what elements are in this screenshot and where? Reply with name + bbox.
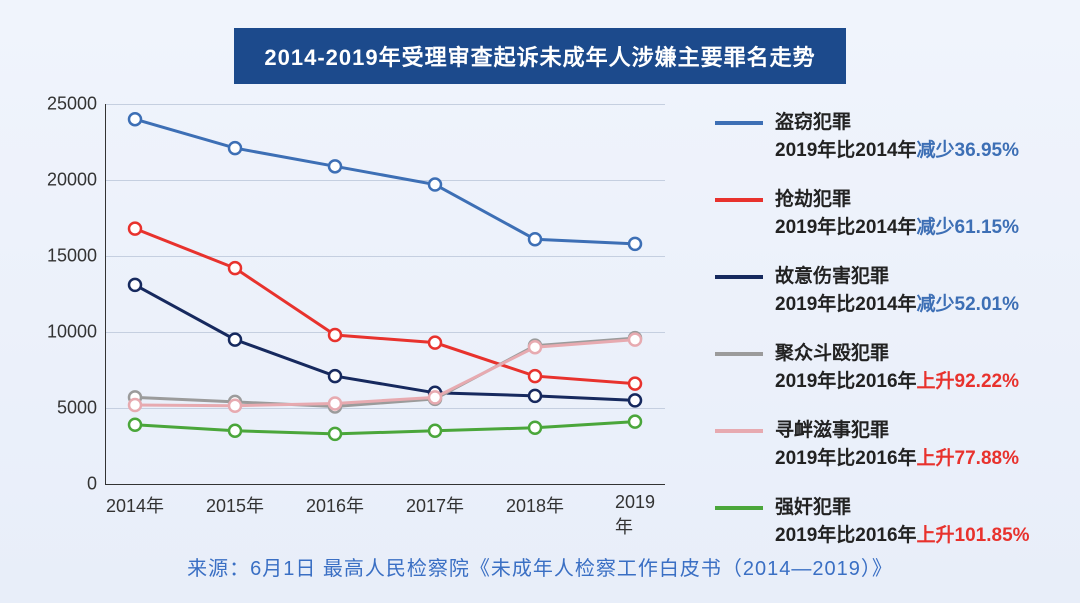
x-tick-label: 2016年 <box>306 492 364 518</box>
legend-series-name: 强奸犯罪 <box>775 494 1030 522</box>
legend-delta: 2019年比2016年上升77.88% <box>775 445 1019 473</box>
series-marker-provocation <box>629 334 641 346</box>
x-axis-line <box>105 484 665 485</box>
legend-delta-prefix: 2019年比2014年 <box>775 294 917 315</box>
plot-region: 0500010000150002000025000 2014年2015年2016… <box>45 104 685 524</box>
series-line-theft <box>135 119 635 244</box>
x-tick-label: 2015年 <box>206 492 264 518</box>
legend-delta-prefix: 2019年比2014年 <box>775 140 917 161</box>
y-axis: 0500010000150002000025000 <box>45 104 105 484</box>
legend-series-name: 故意伤害犯罪 <box>775 263 1019 291</box>
legend-delta: 2019年比2014年减少36.95% <box>775 137 1019 165</box>
legend-swatch <box>715 352 763 356</box>
x-tick-label: 2018年 <box>506 492 564 518</box>
series-marker-theft <box>629 238 641 250</box>
series-marker-provocation <box>329 397 341 409</box>
legend-item-robbery: 抢劫犯罪2019年比2014年减少61.15% <box>715 186 1050 241</box>
legend-delta-prefix: 2019年比2016年 <box>775 525 917 546</box>
source-citation: 来源：6月1日 最高人民检察院《未成年人检察工作白皮书（2014—2019）》 <box>30 552 1050 581</box>
series-marker-provocation <box>129 399 141 411</box>
legend-delta: 2019年比2016年上升92.22% <box>775 368 1019 396</box>
legend-series-name: 聚众斗殴犯罪 <box>775 340 1019 368</box>
legend-item-affray: 聚众斗殴犯罪2019年比2016年上升92.22% <box>715 340 1050 395</box>
legend-swatch <box>715 121 763 125</box>
series-marker-rape <box>229 425 241 437</box>
x-tick-label: 2014年 <box>106 492 164 518</box>
legend-text: 抢劫犯罪2019年比2014年减少61.15% <box>775 186 1019 241</box>
series-marker-assault <box>629 394 641 406</box>
chart-area: 0500010000150002000025000 2014年2015年2016… <box>30 104 1050 544</box>
series-marker-rape <box>329 428 341 440</box>
legend-text: 故意伤害犯罪2019年比2014年减少52.01% <box>775 263 1019 318</box>
series-marker-robbery <box>629 378 641 390</box>
series-marker-assault <box>229 334 241 346</box>
legend: 盗窃犯罪2019年比2014年减少36.95%抢劫犯罪2019年比2014年减少… <box>685 104 1050 544</box>
y-tick-label: 10000 <box>47 322 97 343</box>
series-marker-provocation <box>429 391 441 403</box>
chart-lines-svg <box>105 104 665 484</box>
series-marker-provocation <box>229 400 241 412</box>
series-marker-robbery <box>229 262 241 274</box>
legend-delta-value: 上升92.22% <box>917 371 1019 392</box>
series-marker-theft <box>529 233 541 245</box>
series-marker-rape <box>529 422 541 434</box>
legend-delta-prefix: 2019年比2016年 <box>775 371 917 392</box>
legend-delta-value: 减少36.95% <box>917 140 1019 161</box>
legend-delta: 2019年比2016年上升101.85% <box>775 522 1030 550</box>
x-tick-label: 2017年 <box>406 492 464 518</box>
series-marker-robbery <box>529 370 541 382</box>
series-marker-theft <box>329 160 341 172</box>
y-tick-label: 15000 <box>47 246 97 267</box>
legend-delta-prefix: 2019年比2014年 <box>775 217 917 238</box>
y-tick-label: 5000 <box>57 398 97 419</box>
legend-delta-value: 减少61.15% <box>917 217 1019 238</box>
x-axis: 2014年2015年2016年2017年2018年2019年 <box>105 486 665 516</box>
legend-delta-value: 减少52.01% <box>917 294 1019 315</box>
legend-series-name: 抢劫犯罪 <box>775 186 1019 214</box>
y-tick-label: 0 <box>87 474 97 495</box>
legend-delta-prefix: 2019年比2016年 <box>775 448 917 469</box>
y-tick-label: 20000 <box>47 170 97 191</box>
series-line-rape <box>135 422 635 434</box>
legend-swatch <box>715 275 763 279</box>
series-marker-theft <box>429 179 441 191</box>
series-marker-theft <box>229 142 241 154</box>
legend-series-name: 盗窃犯罪 <box>775 109 1019 137</box>
legend-text: 盗窃犯罪2019年比2014年减少36.95% <box>775 109 1019 164</box>
series-marker-robbery <box>129 223 141 235</box>
legend-item-assault: 故意伤害犯罪2019年比2014年减少52.01% <box>715 263 1050 318</box>
legend-text: 寻衅滋事犯罪2019年比2016年上升77.88% <box>775 417 1019 472</box>
series-marker-rape <box>429 425 441 437</box>
legend-item-provocation: 寻衅滋事犯罪2019年比2016年上升77.88% <box>715 417 1050 472</box>
legend-item-rape: 强奸犯罪2019年比2016年上升101.85% <box>715 494 1050 549</box>
y-tick-label: 25000 <box>47 94 97 115</box>
series-marker-assault <box>529 390 541 402</box>
chart-title: 2014-2019年受理审查起诉未成年人涉嫌主要罪名走势 <box>234 28 845 84</box>
x-tick-label: 2019年 <box>615 492 655 539</box>
series-marker-rape <box>129 419 141 431</box>
series-marker-assault <box>129 279 141 291</box>
legend-delta: 2019年比2014年减少52.01% <box>775 291 1019 319</box>
series-marker-assault <box>329 370 341 382</box>
legend-series-name: 寻衅滋事犯罪 <box>775 417 1019 445</box>
legend-delta-value: 上升101.85% <box>917 525 1030 546</box>
legend-swatch <box>715 198 763 202</box>
legend-text: 强奸犯罪2019年比2016年上升101.85% <box>775 494 1030 549</box>
legend-swatch <box>715 506 763 510</box>
legend-delta-value: 上升77.88% <box>917 448 1019 469</box>
legend-delta: 2019年比2014年减少61.15% <box>775 214 1019 242</box>
series-marker-robbery <box>429 337 441 349</box>
series-marker-provocation <box>529 341 541 353</box>
series-marker-rape <box>629 416 641 428</box>
series-marker-theft <box>129 113 141 125</box>
legend-text: 聚众斗殴犯罪2019年比2016年上升92.22% <box>775 340 1019 395</box>
series-line-robbery <box>135 229 635 384</box>
legend-swatch <box>715 429 763 433</box>
series-marker-robbery <box>329 329 341 341</box>
legend-item-theft: 盗窃犯罪2019年比2014年减少36.95% <box>715 109 1050 164</box>
